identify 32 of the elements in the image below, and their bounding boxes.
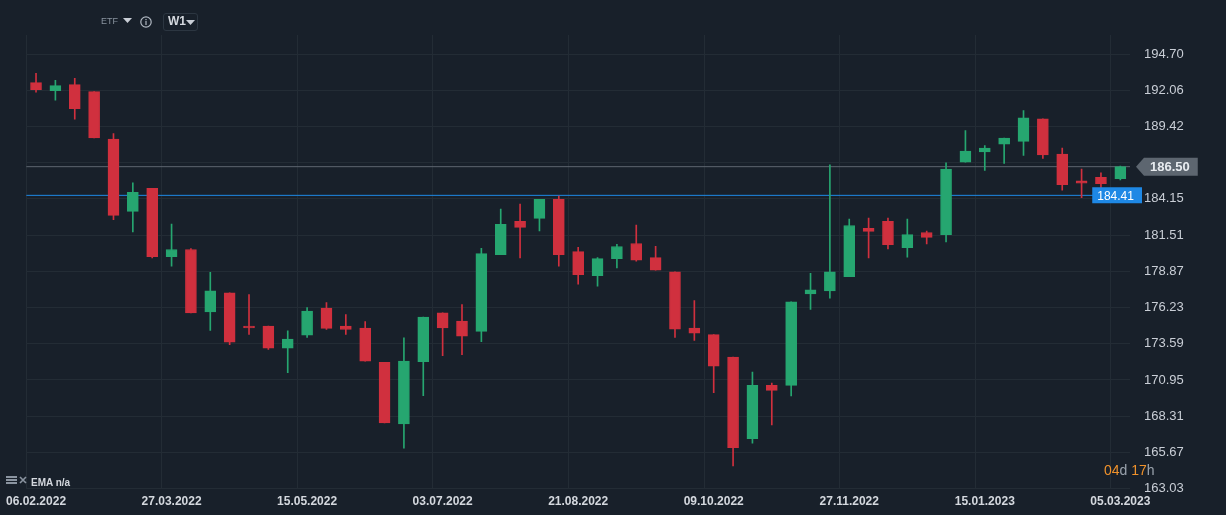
ref-line-label: 186.50 — [1150, 159, 1190, 175]
x-tick-label: 05.03.2023 — [1090, 494, 1151, 509]
x-tick-label: 09.10.2022 — [683, 494, 745, 509]
y-tick-label: 163.03 — [1144, 480, 1184, 496]
y-tick-label: 194.70 — [1144, 45, 1184, 61]
x-tick-label: 03.07.2022 — [412, 494, 473, 509]
y-tick-label: 178.87 — [1144, 262, 1184, 278]
candlestick — [765, 382, 778, 426]
y-tick-label: 170.95 — [1144, 371, 1184, 387]
candlestick — [824, 164, 836, 299]
annotation: EMA n/a — [31, 477, 71, 488]
text: W1 — [168, 14, 186, 28]
y-tick-label: 189.42 — [1144, 118, 1184, 134]
y-tick-label: 168.31 — [1144, 407, 1184, 423]
y-tick-label: 173.59 — [1144, 335, 1184, 351]
text: ETF — [101, 16, 118, 26]
y-tick-label: 192.06 — [1144, 81, 1184, 97]
x-tick-label: 06.02.2022 — [6, 494, 67, 509]
x-tick-label: 27.03.2022 — [141, 494, 202, 509]
candlestick — [514, 203, 526, 259]
y-tick-label: 165.67 — [1144, 443, 1184, 459]
y-tick-label: 181.51 — [1144, 226, 1184, 242]
annotation: 04d 17h — [1104, 462, 1155, 478]
ref-line-label: 184.41 — [1097, 188, 1135, 203]
candlestick — [281, 330, 294, 374]
y-tick-label: 176.23 — [1144, 299, 1184, 315]
y-tick-label: 184.15 — [1144, 190, 1184, 206]
x-tick-label: 27.11.2022 — [819, 494, 880, 509]
candlestick — [340, 314, 352, 335]
x-tick-label: 15.05.2022 — [277, 494, 338, 509]
x-tick-label: 15.01.2023 — [954, 494, 1016, 509]
x-tick-label: 21.08.2022 — [548, 494, 609, 509]
